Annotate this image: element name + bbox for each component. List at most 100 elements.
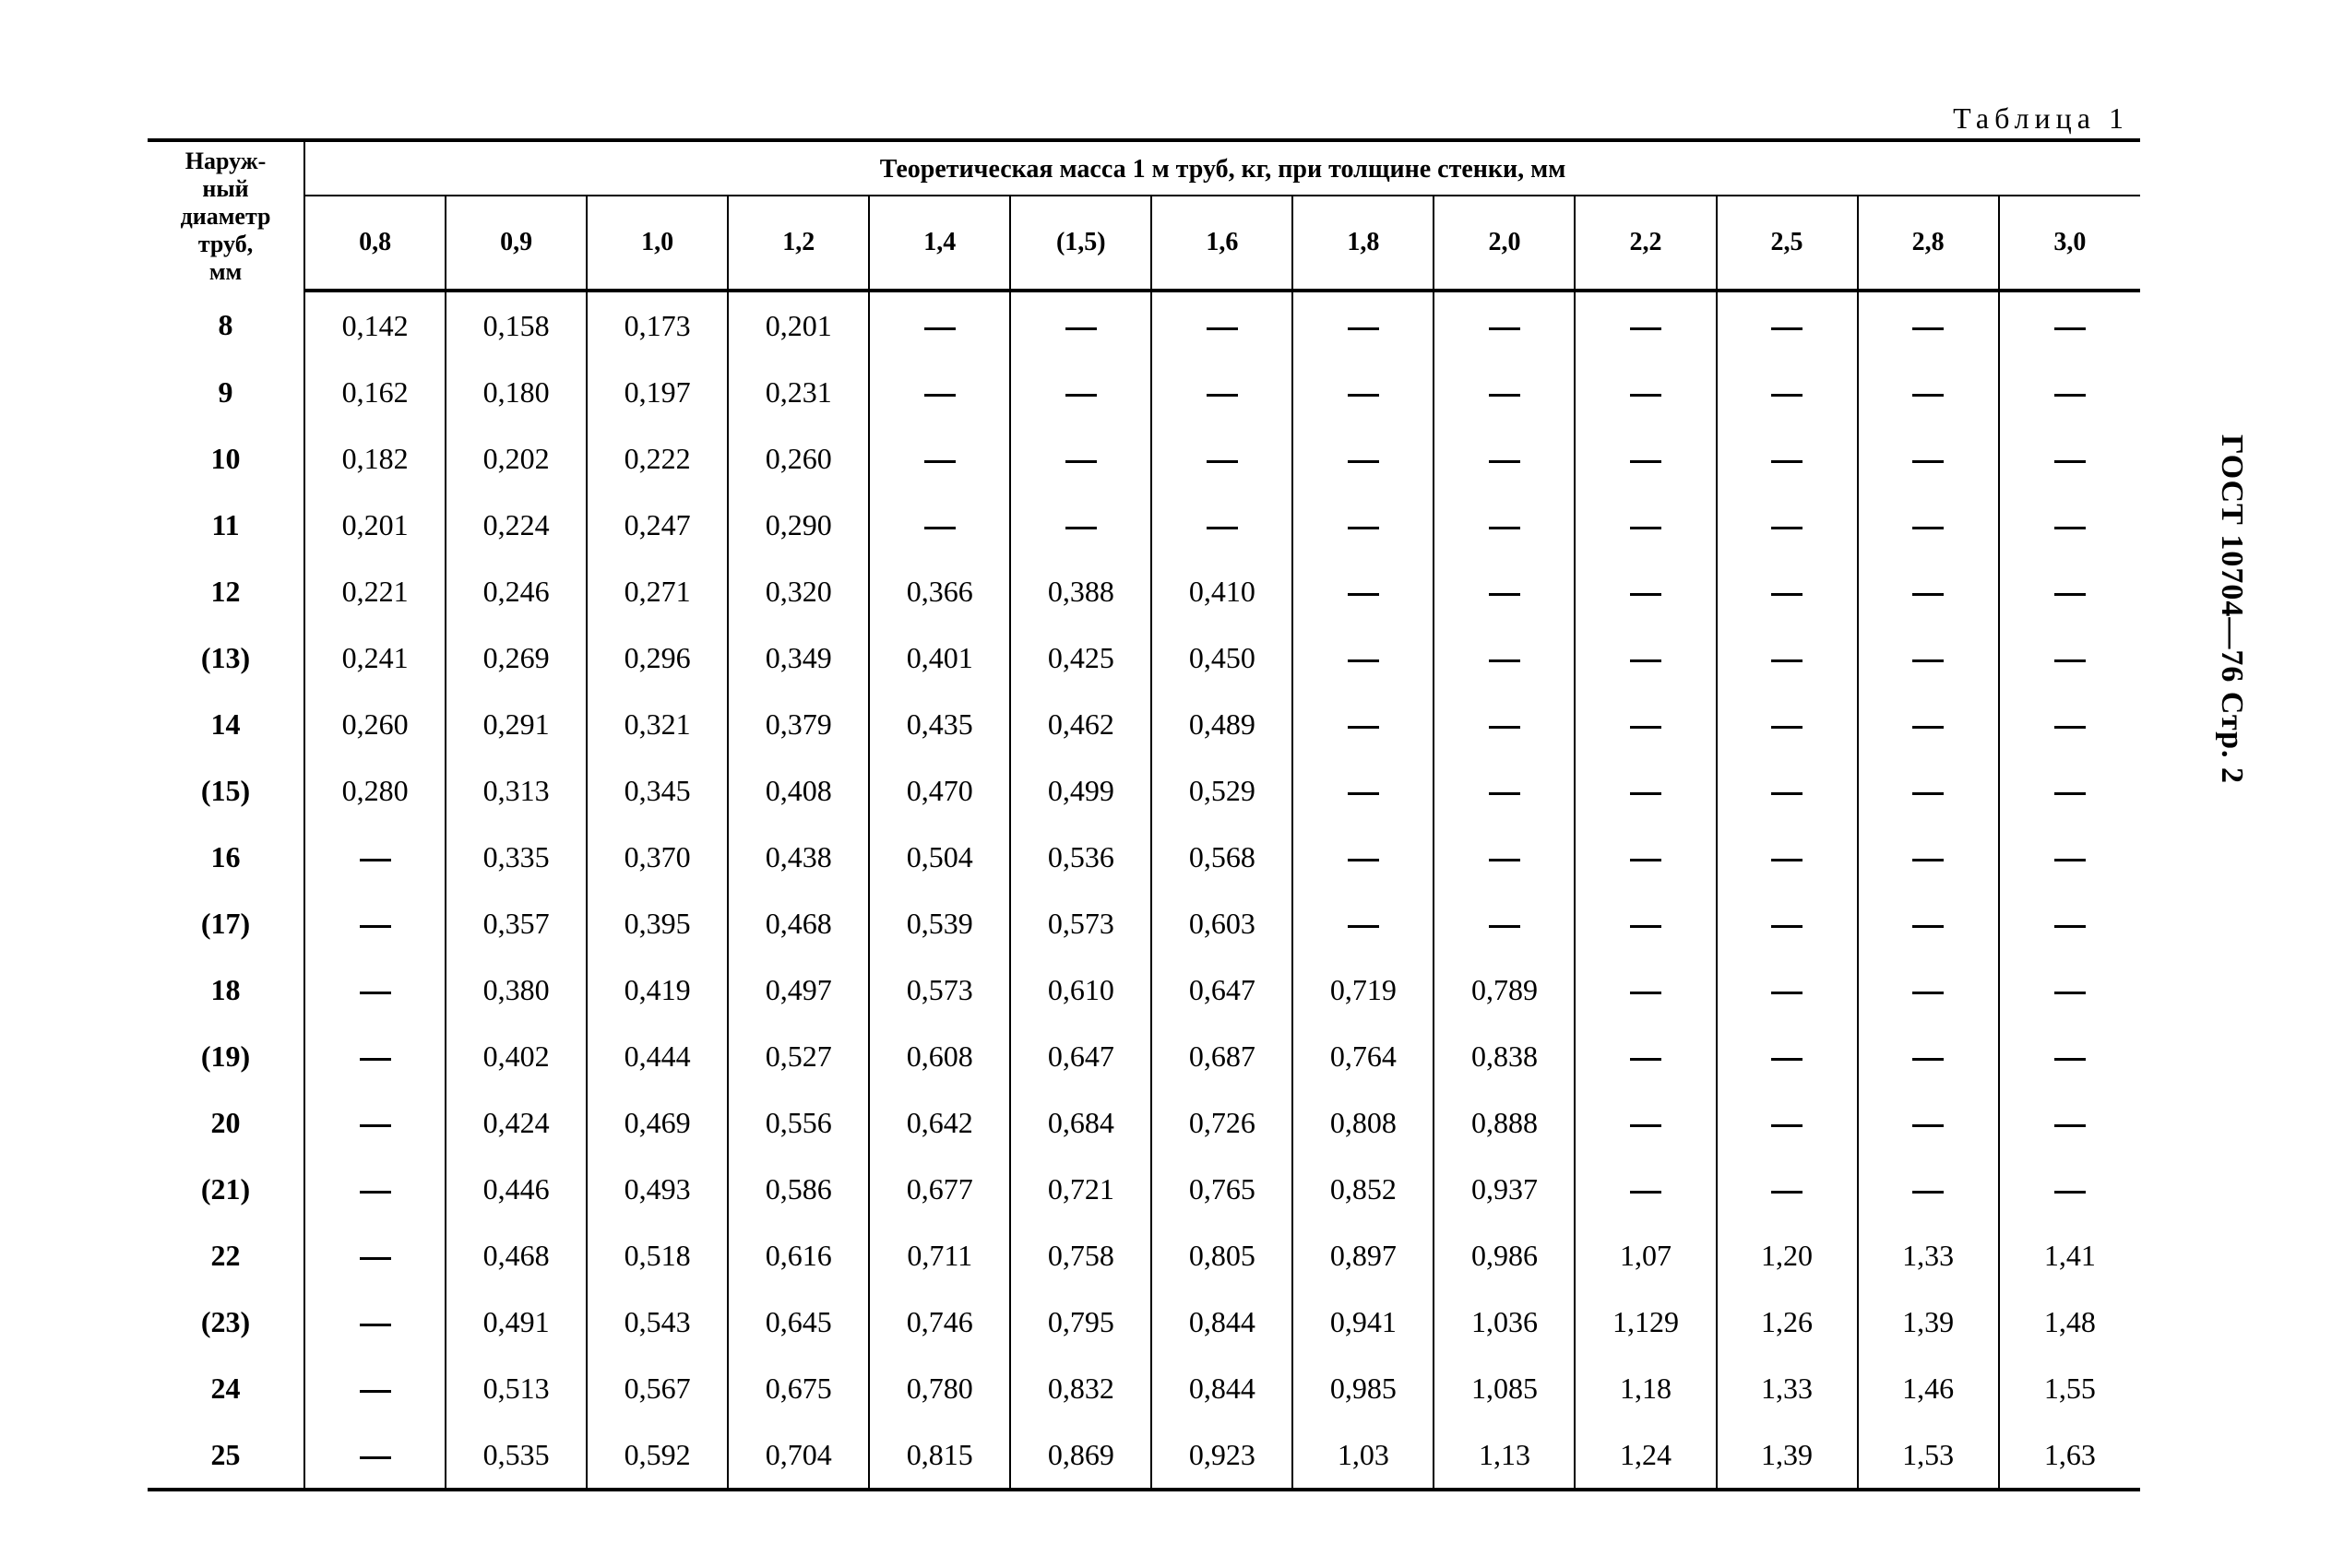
empty-dash bbox=[2054, 726, 2086, 729]
table-cell: 0,897 bbox=[1292, 1222, 1434, 1289]
empty-dash bbox=[2054, 1191, 2086, 1194]
table-cell: 0,869 bbox=[1010, 1421, 1151, 1490]
table-cell bbox=[1999, 824, 2140, 890]
empty-dash bbox=[2054, 460, 2086, 463]
table-cell: 0,937 bbox=[1434, 1156, 1575, 1222]
table-cell: 0,435 bbox=[869, 691, 1010, 757]
table-cell bbox=[1010, 359, 1151, 425]
table-cell bbox=[304, 1089, 446, 1156]
table-cell: 1,55 bbox=[1999, 1355, 2140, 1421]
table-cell: 0,221 bbox=[304, 558, 446, 624]
empty-dash bbox=[360, 1191, 391, 1194]
table-cell bbox=[1999, 624, 2140, 691]
table-cell: 1,24 bbox=[1575, 1421, 1716, 1490]
empty-dash bbox=[360, 859, 391, 861]
empty-dash bbox=[1065, 394, 1097, 397]
table-cell bbox=[304, 956, 446, 1023]
table-cell: 0,335 bbox=[446, 824, 587, 890]
empty-dash bbox=[1912, 527, 1944, 529]
table-cell: 1,26 bbox=[1717, 1289, 1858, 1355]
empty-dash bbox=[1912, 726, 1944, 729]
row-label: (13) bbox=[148, 624, 304, 691]
table-cell: 1,085 bbox=[1434, 1355, 1575, 1421]
empty-dash bbox=[1771, 659, 1803, 662]
empty-dash bbox=[1489, 394, 1520, 397]
empty-dash bbox=[1912, 859, 1944, 861]
table-cell bbox=[1999, 956, 2140, 1023]
table-cell bbox=[1858, 624, 1999, 691]
empty-dash bbox=[1630, 1124, 1661, 1127]
table-cell: 0,780 bbox=[869, 1355, 1010, 1421]
empty-dash bbox=[1912, 593, 1944, 596]
empty-dash bbox=[360, 1456, 391, 1459]
table-cell: 0,711 bbox=[869, 1222, 1010, 1289]
empty-dash bbox=[360, 1257, 391, 1260]
table-cell bbox=[1434, 757, 1575, 824]
table-cell bbox=[1999, 890, 2140, 956]
table-cell bbox=[1717, 956, 1858, 1023]
table-cell: 0,616 bbox=[728, 1222, 869, 1289]
table-cell: 0,815 bbox=[869, 1421, 1010, 1490]
table-cell: 0,642 bbox=[869, 1089, 1010, 1156]
table-cell bbox=[1292, 691, 1434, 757]
empty-dash bbox=[1348, 394, 1379, 397]
table-cell: 0,231 bbox=[728, 359, 869, 425]
table-cell: 0,349 bbox=[728, 624, 869, 691]
table-cell: 0,444 bbox=[587, 1023, 728, 1089]
empty-dash bbox=[1912, 460, 1944, 463]
empty-dash bbox=[1912, 394, 1944, 397]
table-cell: 0,438 bbox=[728, 824, 869, 890]
empty-dash bbox=[2054, 527, 2086, 529]
table-row: (21)0,4460,4930,5860,6770,7210,7650,8520… bbox=[148, 1156, 2140, 1222]
table-cell: 0,844 bbox=[1151, 1355, 1292, 1421]
table-cell bbox=[1434, 624, 1575, 691]
table-cell: 0,832 bbox=[1010, 1355, 1151, 1421]
empty-dash bbox=[1348, 460, 1379, 463]
table-cell: 0,610 bbox=[1010, 956, 1151, 1023]
table-cell bbox=[1858, 1089, 1999, 1156]
table-cell bbox=[1858, 291, 1999, 359]
table-cell: 1,33 bbox=[1858, 1222, 1999, 1289]
table-cell bbox=[1717, 757, 1858, 824]
table-cell bbox=[1292, 624, 1434, 691]
column-header: 2,0 bbox=[1434, 196, 1575, 291]
table-row: 220,4680,5180,6160,7110,7580,8050,8970,9… bbox=[148, 1222, 2140, 1289]
column-header: 0,9 bbox=[446, 196, 587, 291]
table-cell: 0,291 bbox=[446, 691, 587, 757]
column-header: 2,8 bbox=[1858, 196, 1999, 291]
table-cell: 0,410 bbox=[1151, 558, 1292, 624]
table-cell bbox=[1858, 956, 1999, 1023]
row-label: (23) bbox=[148, 1289, 304, 1355]
table-cell: 0,758 bbox=[1010, 1222, 1151, 1289]
table-cell bbox=[1717, 1023, 1858, 1089]
table-cell bbox=[1858, 558, 1999, 624]
empty-dash bbox=[1065, 527, 1097, 529]
empty-dash bbox=[1489, 792, 1520, 795]
table-cell: 0,202 bbox=[446, 425, 587, 492]
table-cell: 1,46 bbox=[1858, 1355, 1999, 1421]
table-cell: 0,497 bbox=[728, 956, 869, 1023]
table-cell bbox=[1717, 1089, 1858, 1156]
table-cell: 1,39 bbox=[1717, 1421, 1858, 1490]
row-header-line: ный bbox=[202, 175, 248, 202]
table-cell: 0,380 bbox=[446, 956, 587, 1023]
table-cell bbox=[1010, 492, 1151, 558]
table-cell bbox=[1434, 890, 1575, 956]
table-cell: 0,246 bbox=[446, 558, 587, 624]
table-cell: 0,197 bbox=[587, 359, 728, 425]
table-cell bbox=[869, 492, 1010, 558]
table-row: 240,5130,5670,6750,7800,8320,8440,9851,0… bbox=[148, 1355, 2140, 1421]
empty-dash bbox=[2054, 992, 2086, 994]
table-cell: 0,543 bbox=[587, 1289, 728, 1355]
empty-dash bbox=[1630, 726, 1661, 729]
table-cell bbox=[1575, 824, 1716, 890]
empty-dash bbox=[2054, 593, 2086, 596]
table-row: (13)0,2410,2690,2960,3490,4010,4250,450 bbox=[148, 624, 2140, 691]
table-cell: 0,247 bbox=[587, 492, 728, 558]
table-cell bbox=[1292, 558, 1434, 624]
table-cell bbox=[1292, 492, 1434, 558]
empty-dash bbox=[1630, 527, 1661, 529]
table-cell bbox=[1010, 291, 1151, 359]
table-cell: 0,923 bbox=[1151, 1421, 1292, 1490]
table-cell: 0,366 bbox=[869, 558, 1010, 624]
